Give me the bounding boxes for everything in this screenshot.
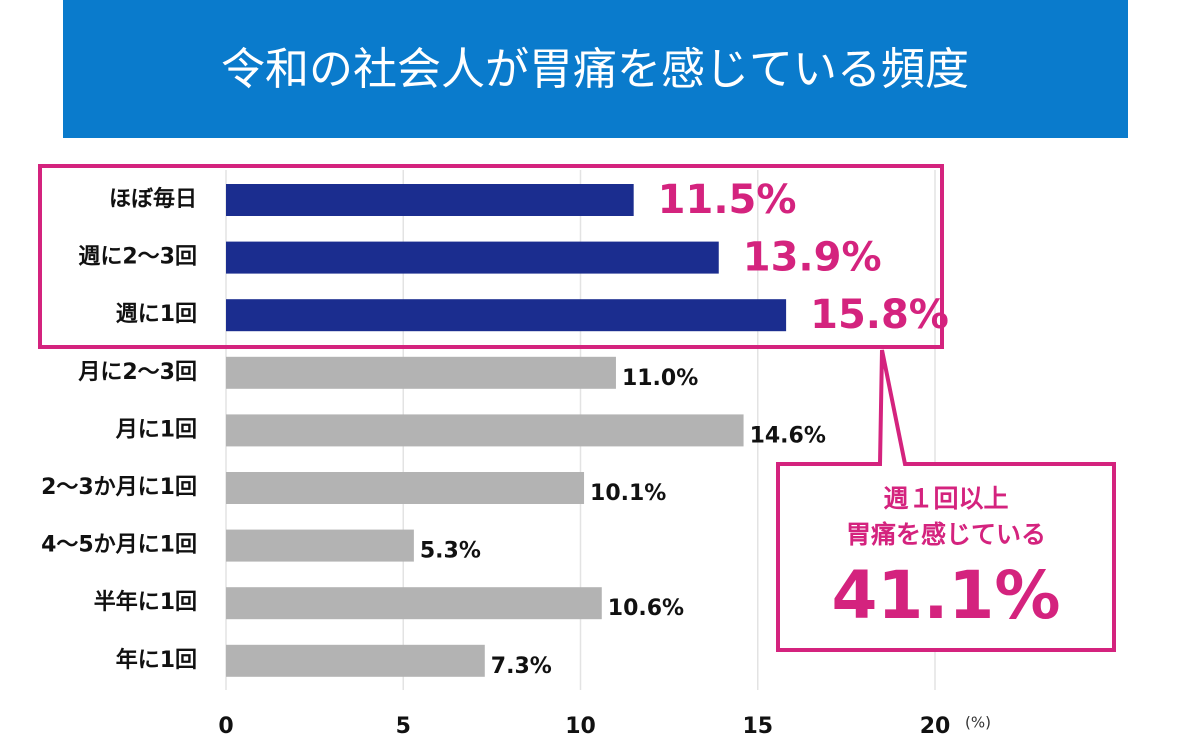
y-tick-label: 月に2〜3回	[77, 360, 197, 385]
x-tick-label: 15	[742, 714, 773, 739]
callout-text: 週１回以上	[883, 484, 1008, 513]
value-label: 7.3%	[491, 654, 552, 679]
title-band	[63, 0, 1128, 138]
callout-box	[776, 349, 1116, 652]
bar	[226, 184, 634, 216]
value-label: 15.8%	[810, 292, 949, 338]
y-tick-label: ほぼ毎日	[109, 187, 197, 212]
value-label: 11.0%	[622, 366, 698, 391]
y-tick-label: 2〜3か月に1回	[41, 475, 197, 500]
value-label: 14.6%	[750, 423, 826, 448]
bar	[226, 644, 485, 677]
y-tick-label: 週に2〜3回	[78, 245, 197, 270]
x-axis-unit: (%)	[965, 714, 991, 732]
highlight-box	[38, 164, 944, 349]
value-label: 5.3%	[420, 539, 481, 564]
x-tick-label: 5	[396, 714, 411, 739]
x-tick-label: 20	[920, 714, 951, 739]
y-tick-label: 4〜5か月に1回	[41, 533, 197, 558]
bar	[226, 529, 414, 562]
x-tick-label: 10	[565, 714, 596, 739]
value-label: 10.6%	[608, 596, 684, 621]
callout-text: 胃痛を感じている	[846, 520, 1046, 549]
x-tick-label: 0	[218, 714, 233, 739]
y-tick-label: 年に1回	[116, 647, 197, 673]
value-label: 10.1%	[590, 481, 666, 506]
bar	[226, 472, 585, 504]
bar	[226, 414, 744, 447]
y-tick-label: 週に1回	[116, 302, 197, 327]
y-tick-label: 月に1回	[115, 417, 197, 442]
bar	[226, 356, 616, 389]
chart-title: 令和の社会人が胃痛を感じている頻度	[221, 44, 969, 95]
callout-total: 41.1%	[832, 557, 1061, 634]
bar	[226, 241, 719, 274]
bar	[226, 299, 787, 332]
plot: 0 5 10 15 20 (%) ほぼ毎日 11.5% 週に2〜3回 13.9% 週に1回 15.8%…	[41, 170, 991, 739]
y-tick-label: 半年に1回	[94, 589, 197, 615]
bar	[226, 587, 602, 620]
value-label: 11.5%	[658, 177, 797, 223]
value-label: 13.9%	[743, 235, 882, 281]
